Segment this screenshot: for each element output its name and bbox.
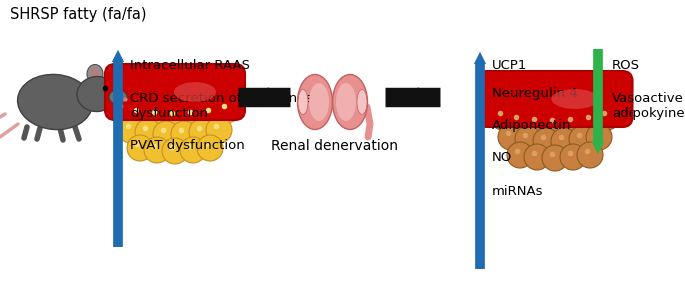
Circle shape [110, 97, 136, 123]
Circle shape [490, 104, 516, 130]
Circle shape [171, 121, 197, 147]
Circle shape [162, 104, 188, 130]
Circle shape [198, 101, 224, 127]
Circle shape [214, 97, 240, 123]
FancyBboxPatch shape [477, 71, 632, 127]
Circle shape [498, 124, 524, 150]
Ellipse shape [87, 65, 103, 84]
Text: SHRSP fatty (fa/fa): SHRSP fatty (fa/fa) [10, 7, 147, 22]
Ellipse shape [174, 82, 216, 102]
Circle shape [578, 108, 604, 134]
Circle shape [206, 117, 232, 143]
Circle shape [144, 137, 170, 163]
Text: NO: NO [492, 151, 512, 164]
Ellipse shape [109, 90, 127, 104]
Text: Neuregulin 4: Neuregulin 4 [492, 87, 577, 100]
Circle shape [515, 126, 541, 152]
Circle shape [507, 142, 533, 168]
Circle shape [577, 142, 603, 168]
Circle shape [524, 144, 550, 170]
Ellipse shape [298, 90, 308, 115]
Circle shape [506, 108, 532, 134]
Circle shape [551, 128, 577, 154]
Ellipse shape [551, 89, 599, 109]
Circle shape [180, 137, 206, 163]
Ellipse shape [357, 90, 367, 115]
Ellipse shape [332, 75, 367, 129]
Circle shape [144, 103, 170, 129]
Circle shape [594, 104, 620, 130]
Text: Renal denervation: Renal denervation [271, 139, 399, 153]
Circle shape [524, 110, 550, 136]
Text: PVAT dysfunction: PVAT dysfunction [130, 139, 245, 152]
Text: CRD secretion of hormones
dysfunction: CRD secretion of hormones dysfunction [130, 92, 312, 120]
Circle shape [126, 101, 152, 127]
Ellipse shape [309, 83, 329, 121]
Text: UCP1: UCP1 [492, 59, 527, 72]
Ellipse shape [18, 74, 92, 130]
Circle shape [180, 103, 206, 129]
Circle shape [560, 110, 586, 136]
Circle shape [569, 126, 595, 152]
Text: Adiponectin: Adiponectin [492, 119, 571, 132]
Circle shape [189, 119, 215, 145]
Circle shape [197, 135, 223, 161]
Ellipse shape [336, 83, 356, 121]
Circle shape [127, 135, 153, 161]
Circle shape [533, 128, 559, 154]
Circle shape [586, 124, 612, 150]
Text: Intracellular RAAS: Intracellular RAAS [130, 59, 250, 72]
Ellipse shape [90, 67, 100, 80]
Ellipse shape [77, 76, 117, 112]
Circle shape [118, 117, 144, 143]
Circle shape [162, 138, 188, 164]
FancyBboxPatch shape [105, 64, 245, 120]
Text: miRNAs: miRNAs [492, 185, 543, 198]
Circle shape [560, 144, 586, 170]
Circle shape [542, 111, 568, 137]
Circle shape [542, 145, 568, 171]
Ellipse shape [297, 75, 332, 129]
Circle shape [135, 119, 161, 145]
Text: ROS: ROS [612, 59, 640, 72]
Text: Vasoactive
adipokyines: Vasoactive adipokyines [612, 92, 685, 120]
Circle shape [153, 121, 179, 147]
